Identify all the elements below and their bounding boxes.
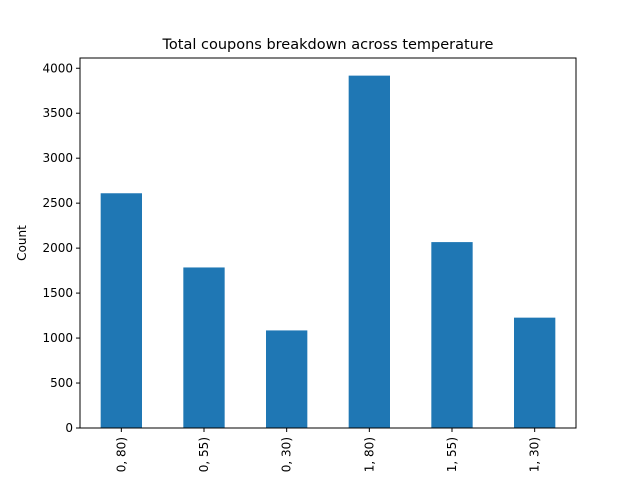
y-tick-label-7: 3500 (42, 106, 73, 120)
plot-frame (79, 57, 577, 429)
y-axis-ticks: 0 500 1000 1500 2000 2500 3000 3500 4000 (42, 61, 80, 435)
y-tick-label-4: 2000 (42, 241, 73, 255)
y-tick-label-0: 0 (65, 421, 73, 435)
x-tick-label-5: 1, 30) (528, 437, 542, 472)
bar-5 (514, 317, 556, 428)
y-axis-label: Count (15, 225, 29, 261)
bar-0 (100, 193, 142, 428)
bar-3 (348, 75, 390, 428)
x-tick-label-0: 0, 80) (114, 437, 128, 472)
bars-group (100, 75, 556, 428)
x-tick-label-4: 1, 55) (445, 437, 459, 472)
x-tick-label-3: 1, 80) (362, 437, 376, 472)
x-axis-ticks: 0, 80) 0, 55) 0, 30) 1, 80) 1, 55) 1, 30) (114, 428, 542, 472)
bar-2 (266, 330, 308, 428)
chart-title: Total coupons breakdown across temperatu… (162, 37, 494, 53)
y-tick-label-5: 2500 (42, 196, 73, 210)
bar-4 (431, 242, 473, 428)
y-tick-label-8: 4000 (42, 61, 73, 75)
y-tick-label-1: 500 (50, 376, 73, 390)
y-tick-label-2: 1000 (42, 331, 73, 345)
x-tick-label-1: 0, 55) (197, 437, 211, 472)
y-tick-label-3: 1500 (42, 286, 73, 300)
bar-1 (183, 267, 225, 428)
x-tick-label-2: 0, 30) (280, 437, 294, 472)
y-tick-label-6: 3000 (42, 151, 73, 165)
